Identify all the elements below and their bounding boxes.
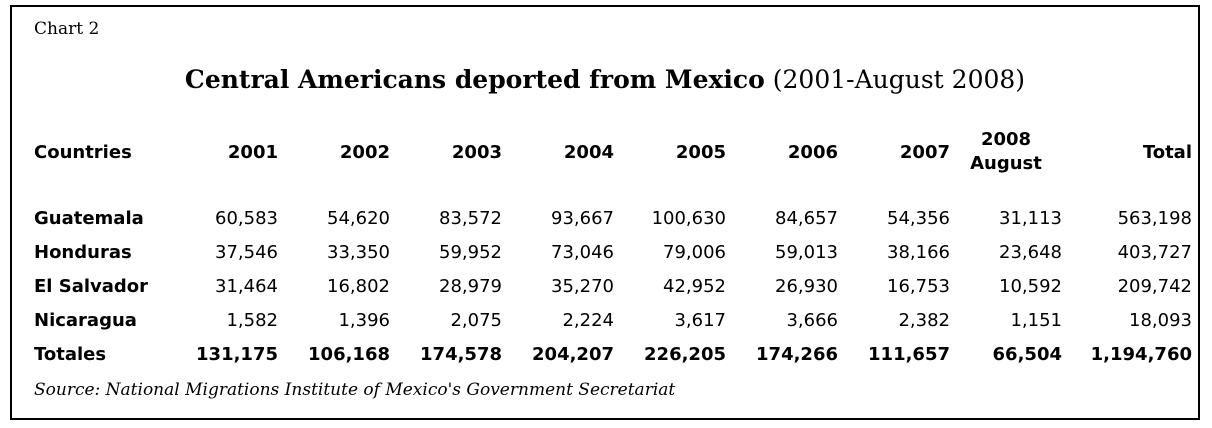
header-2006: 2006 bbox=[787, 141, 838, 163]
table-cell: 16,802 bbox=[327, 275, 390, 297]
table-cell: 28,979 bbox=[439, 275, 502, 297]
header-total: Total bbox=[1142, 141, 1192, 163]
title-main: Central Americans deported from Mexico bbox=[184, 65, 765, 94]
header-2005: 2005 bbox=[675, 141, 726, 163]
header-2008-august: 2008 August bbox=[950, 121, 1062, 183]
table-cell: 93,667 bbox=[551, 207, 614, 229]
chart-number-label: Chart 2 bbox=[34, 19, 100, 39]
table-cell: 84,657 bbox=[775, 207, 838, 229]
table-cell: 100,630 bbox=[651, 207, 726, 229]
totals-row: Totales 131,175 106,168 174,578 204,207 … bbox=[34, 337, 1192, 371]
header-august: August bbox=[970, 153, 1042, 174]
table-cell: 1,151 bbox=[1010, 309, 1062, 331]
chart-title: Central Americans deported from Mexico (… bbox=[12, 65, 1198, 94]
table-cell: 26,930 bbox=[775, 275, 838, 297]
deportation-table: Countries 2001 2002 2003 2004 2005 2006 … bbox=[34, 121, 1192, 371]
row-country: El Salvador bbox=[34, 275, 149, 297]
source-note: Source: National Migrations Institute of… bbox=[34, 380, 676, 400]
total-cell: 174,578 bbox=[420, 343, 502, 365]
table-cell: 2,382 bbox=[898, 309, 950, 331]
row-country: Guatemala bbox=[34, 207, 144, 229]
row-total: 563,198 bbox=[1117, 207, 1192, 229]
table-cell: 59,952 bbox=[439, 241, 502, 263]
table-cell: 1,396 bbox=[338, 309, 390, 331]
header-2002: 2002 bbox=[339, 141, 390, 163]
table-cell: 31,113 bbox=[999, 207, 1062, 229]
spacer-row bbox=[34, 183, 1192, 201]
table-cell: 10,592 bbox=[999, 275, 1062, 297]
table-cell: 54,620 bbox=[327, 207, 390, 229]
table-cell: 73,046 bbox=[551, 241, 614, 263]
grand-total: 1,194,760 bbox=[1090, 343, 1192, 365]
total-cell: 66,504 bbox=[992, 343, 1062, 365]
header-2001: 2001 bbox=[227, 141, 278, 163]
table-cell: 3,617 bbox=[674, 309, 726, 331]
chart-frame: Chart 2 Central Americans deported from … bbox=[10, 5, 1200, 420]
table-cell: 31,464 bbox=[215, 275, 278, 297]
total-cell: 131,175 bbox=[196, 343, 278, 365]
table-cell: 60,583 bbox=[215, 207, 278, 229]
table-cell: 54,356 bbox=[887, 207, 950, 229]
table-row: Nicaragua 1,582 1,396 2,075 2,224 3,617 … bbox=[34, 303, 1192, 337]
table-cell: 42,952 bbox=[663, 275, 726, 297]
total-cell: 174,266 bbox=[756, 343, 838, 365]
table-cell: 2,224 bbox=[562, 309, 614, 331]
total-cell: 226,205 bbox=[644, 343, 726, 365]
table-cell: 83,572 bbox=[439, 207, 502, 229]
header-row: Countries 2001 2002 2003 2004 2005 2006 … bbox=[34, 121, 1192, 183]
row-country: Honduras bbox=[34, 241, 132, 263]
totals-label: Totales bbox=[34, 343, 107, 365]
header-2004: 2004 bbox=[563, 141, 614, 163]
total-cell: 106,168 bbox=[308, 343, 390, 365]
table-cell: 1,582 bbox=[226, 309, 278, 331]
total-cell: 204,207 bbox=[532, 343, 614, 365]
row-total: 18,093 bbox=[1129, 309, 1192, 331]
table-cell: 2,075 bbox=[450, 309, 502, 331]
table-row: El Salvador 31,464 16,802 28,979 35,270 … bbox=[34, 269, 1192, 303]
title-period: (2001-August 2008) bbox=[772, 65, 1026, 94]
table-cell: 23,648 bbox=[999, 241, 1062, 263]
table-row: Honduras 37,546 33,350 59,952 73,046 79,… bbox=[34, 235, 1192, 269]
row-country: Nicaragua bbox=[34, 309, 137, 331]
row-total: 403,727 bbox=[1117, 241, 1192, 263]
table-cell: 38,166 bbox=[887, 241, 950, 263]
table-cell: 37,546 bbox=[215, 241, 278, 263]
header-2003: 2003 bbox=[451, 141, 502, 163]
table-cell: 59,013 bbox=[775, 241, 838, 263]
table-cell: 3,666 bbox=[786, 309, 838, 331]
row-total: 209,742 bbox=[1117, 275, 1192, 297]
header-2008: 2008 bbox=[980, 129, 1032, 150]
table-row: Guatemala 60,583 54,620 83,572 93,667 10… bbox=[34, 201, 1192, 235]
header-2007: 2007 bbox=[899, 141, 950, 163]
table-cell: 79,006 bbox=[663, 241, 726, 263]
table-cell: 33,350 bbox=[327, 241, 390, 263]
table-cell: 16,753 bbox=[887, 275, 950, 297]
header-countries: Countries bbox=[34, 141, 132, 163]
table-cell: 35,270 bbox=[551, 275, 614, 297]
total-cell: 111,657 bbox=[868, 343, 950, 365]
